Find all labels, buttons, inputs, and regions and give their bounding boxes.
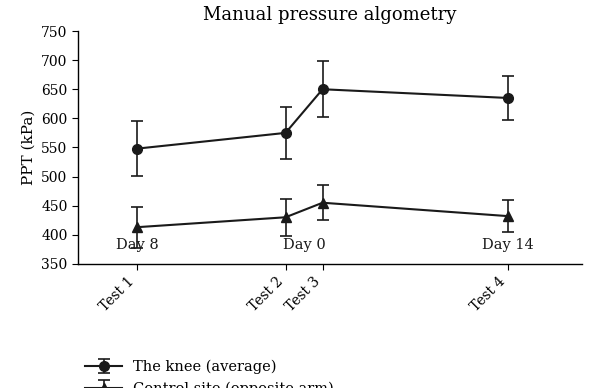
- Text: Day 8: Day 8: [116, 238, 158, 252]
- Y-axis label: PPT (kPa): PPT (kPa): [22, 110, 35, 185]
- Title: Manual pressure algometry: Manual pressure algometry: [203, 6, 457, 24]
- Text: Day 0: Day 0: [283, 238, 325, 252]
- Text: Day 14: Day 14: [482, 238, 534, 252]
- Legend: The knee (average), Control site (opposite arm): The knee (average), Control site (opposi…: [85, 360, 334, 388]
